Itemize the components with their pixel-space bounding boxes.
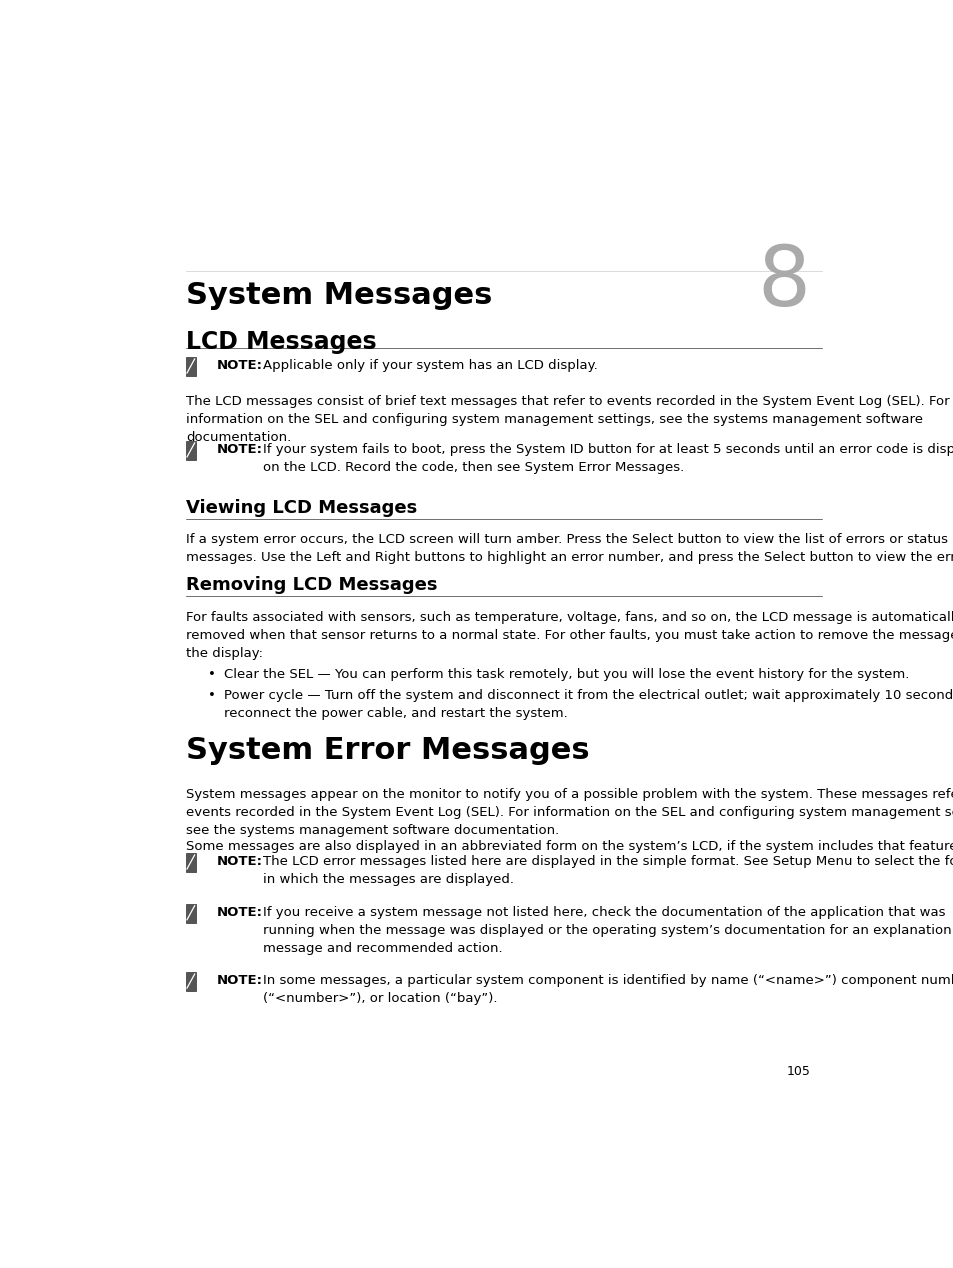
Text: Removing LCD Messages: Removing LCD Messages: [186, 576, 436, 593]
Text: For faults associated with sensors, such as temperature, voltage, fans, and so o: For faults associated with sensors, such…: [186, 611, 953, 661]
Text: The LCD error messages listed here are displayed in the simple format. See Setup: The LCD error messages listed here are d…: [263, 855, 953, 886]
FancyBboxPatch shape: [186, 358, 195, 377]
FancyBboxPatch shape: [186, 853, 195, 872]
Text: •: •: [208, 668, 215, 681]
FancyBboxPatch shape: [186, 441, 195, 460]
Text: If your system fails to boot, press the System ID button for at least 5 seconds : If your system fails to boot, press the …: [263, 443, 953, 474]
Text: System Error Messages: System Error Messages: [186, 735, 589, 765]
Text: System Messages: System Messages: [186, 281, 492, 311]
Text: Power cycle — Turn off the system and disconnect it from the electrical outlet; : Power cycle — Turn off the system and di…: [224, 690, 953, 720]
Text: NOTE:: NOTE:: [216, 359, 263, 372]
Text: In some messages, a particular system component is identified by name (“<name>”): In some messages, a particular system co…: [263, 974, 953, 1006]
Text: 105: 105: [786, 1065, 810, 1078]
Text: NOTE:: NOTE:: [216, 905, 263, 919]
FancyBboxPatch shape: [186, 904, 195, 923]
Text: Viewing LCD Messages: Viewing LCD Messages: [186, 498, 416, 517]
Text: Clear the SEL — You can perform this task remotely, but you will lose the event : Clear the SEL — You can perform this tas…: [224, 668, 908, 681]
Text: NOTE:: NOTE:: [216, 974, 263, 988]
Text: If you receive a system message not listed here, check the documentation of the : If you receive a system message not list…: [263, 905, 953, 955]
Text: Applicable only if your system has an LCD display.: Applicable only if your system has an LC…: [263, 359, 598, 372]
Text: LCD Messages: LCD Messages: [186, 330, 376, 354]
Text: NOTE:: NOTE:: [216, 855, 263, 869]
Text: If a system error occurs, the LCD screen will turn amber. Press the Select butto: If a system error occurs, the LCD screen…: [186, 533, 953, 564]
FancyBboxPatch shape: [186, 973, 195, 992]
Text: Some messages are also displayed in an abbreviated form on the system’s LCD, if : Some messages are also displayed in an a…: [186, 839, 953, 852]
Text: The LCD messages consist of brief text messages that refer to events recorded in: The LCD messages consist of brief text m…: [186, 396, 948, 444]
Text: 8: 8: [757, 242, 810, 323]
Text: System messages appear on the monitor to notify you of a possible problem with t: System messages appear on the monitor to…: [186, 787, 953, 837]
Text: •: •: [208, 690, 215, 702]
Text: NOTE:: NOTE:: [216, 443, 263, 456]
